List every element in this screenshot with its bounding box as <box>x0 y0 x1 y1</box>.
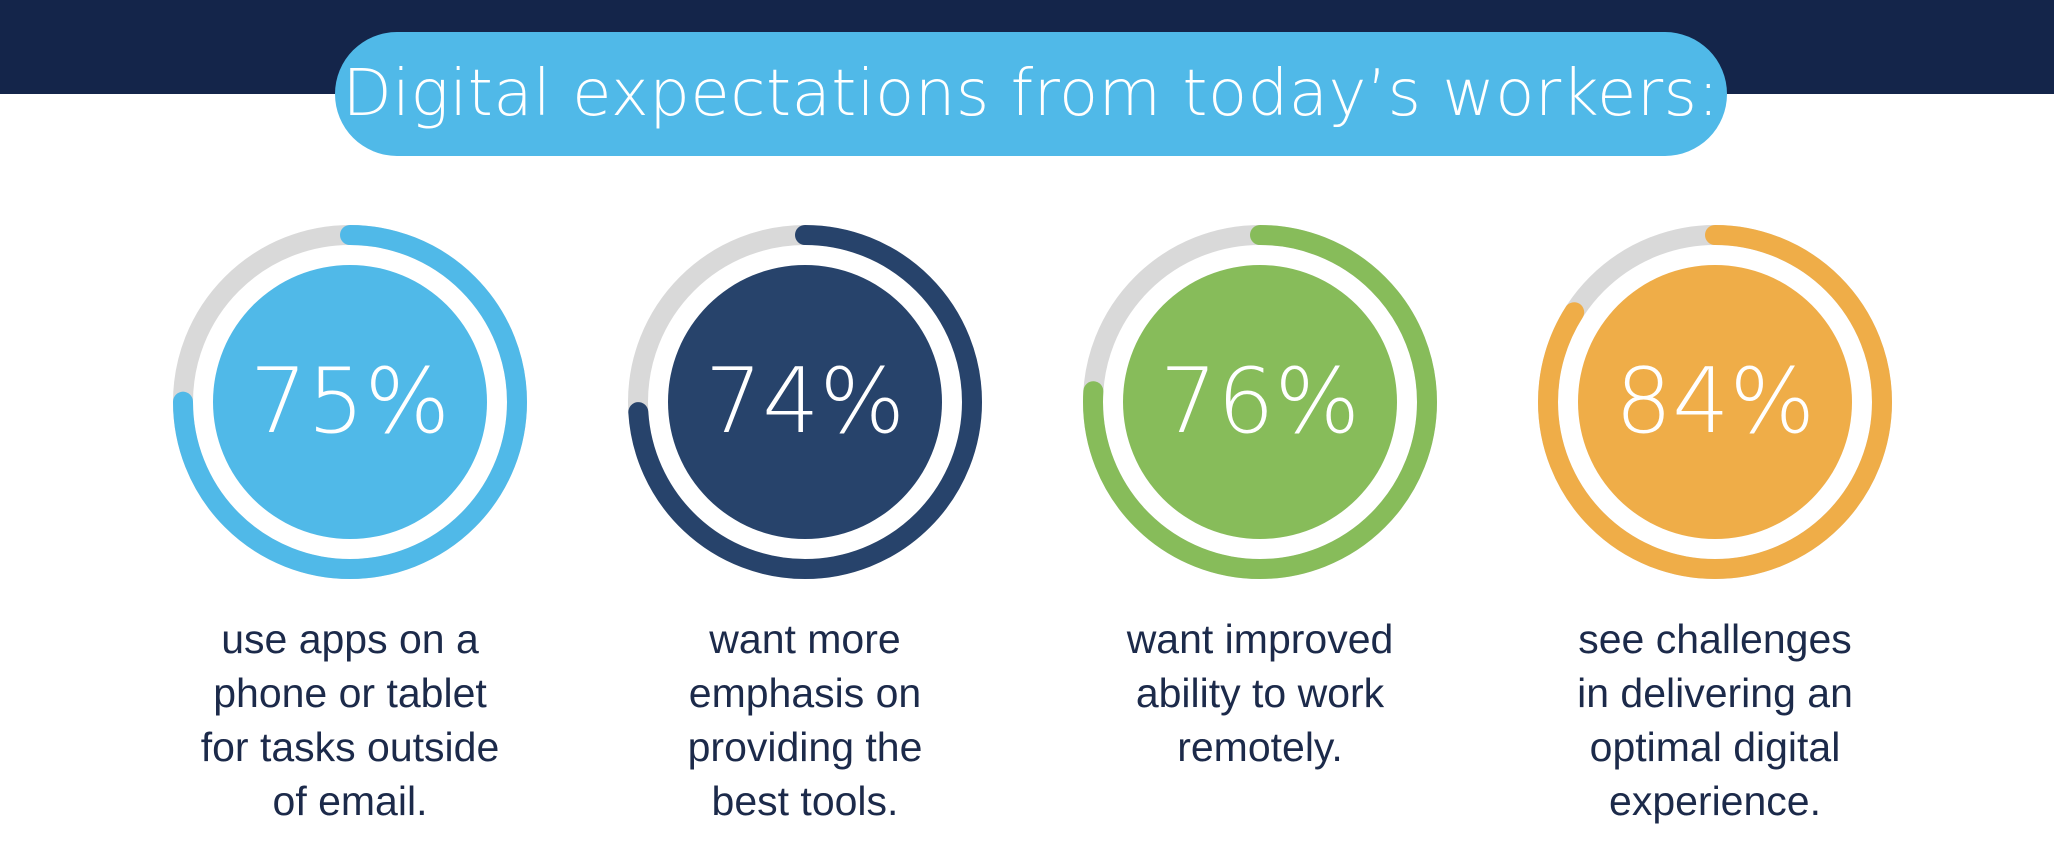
gauge-arc <box>1083 225 1437 579</box>
caption-line: see challenges <box>1578 616 1852 662</box>
caption-line: experience. <box>1609 778 1821 824</box>
caption-line: providing the <box>687 724 923 770</box>
donut-gauge: 75% <box>173 225 527 579</box>
stat-caption: want improved ability to work remotely. <box>1060 612 1460 774</box>
stat-caption: see challenges in delivering an optimal di… <box>1515 612 1915 828</box>
title-banner: Digital expectations from today’s worker… <box>335 32 1727 156</box>
percent-label: 84% <box>1615 349 1815 454</box>
stat-card: 75% use apps on a phone or tablet for tasks… <box>150 222 550 828</box>
caption-line: for tasks outside <box>200 724 500 770</box>
caption-line: in delivering an <box>1577 670 1853 716</box>
caption-line: optimal digital <box>1589 724 1841 770</box>
stat-caption: want more emphasis on providing the best to… <box>605 612 1005 828</box>
caption-line: want improved <box>1126 616 1394 662</box>
caption-line: phone or tablet <box>213 670 487 716</box>
gauge-arc <box>628 225 982 579</box>
gauge-arc <box>1538 225 1892 579</box>
stat-card: 84% see challenges in delivering an optimal… <box>1515 222 1915 828</box>
donut-gauge: 76% <box>1083 225 1437 579</box>
gauge-disk <box>1123 265 1397 539</box>
caption-line: ability to work <box>1135 670 1385 716</box>
caption-line: use apps on a <box>221 616 479 662</box>
percent-label: 75% <box>250 349 450 454</box>
caption-line: remotely. <box>1177 724 1343 770</box>
gauge-disk <box>1578 265 1852 539</box>
stat-card: 74% want more emphasis on providing the best… <box>605 222 1005 828</box>
gauge-disk <box>213 265 487 539</box>
gauge-arc <box>173 225 527 579</box>
caption-line: want more <box>709 616 901 662</box>
caption-line: emphasis on <box>688 670 922 716</box>
percent-label: 76% <box>1160 349 1360 454</box>
caption-line: of email. <box>272 778 428 824</box>
donut-gauge: 74% <box>628 225 982 579</box>
donut-gauge: 84% <box>1538 225 1892 579</box>
gauge-disk <box>668 265 942 539</box>
percent-label: 74% <box>705 349 905 454</box>
caption-line: best tools. <box>711 778 899 824</box>
stat-caption: use apps on a phone or tablet for tasks ou… <box>150 612 550 828</box>
stat-card: 76% want improved ability to work remotely. <box>1060 222 1460 774</box>
page-title: Digital expectations from today’s worker… <box>342 57 1720 131</box>
